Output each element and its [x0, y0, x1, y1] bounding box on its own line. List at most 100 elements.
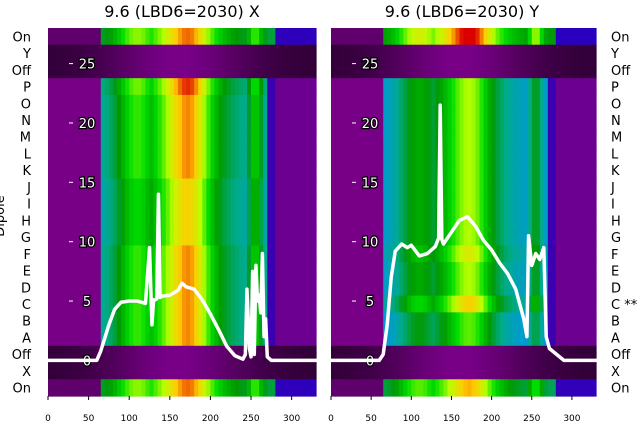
heatmap-cell [129, 178, 134, 196]
heatmap-cell [495, 111, 501, 129]
heatmap-cell [137, 44, 142, 63]
heatmap-cell [531, 212, 537, 230]
heatmap-cell [463, 195, 469, 213]
heatmap-cell [238, 178, 244, 196]
heatmap-cell [383, 111, 388, 129]
heatmap-cell [226, 379, 232, 397]
heatmap-cell [339, 94, 344, 113]
heatmap-cell [531, 61, 537, 79]
heatmap-cell [587, 228, 593, 247]
heatmap-cell [447, 345, 453, 364]
heatmap-cell [347, 245, 352, 263]
heatmap-cell [117, 312, 122, 330]
heatmap-cell [303, 379, 309, 397]
heatmap-cell [519, 128, 525, 146]
heatmap-cell [503, 295, 509, 313]
heatmap-cell [363, 178, 368, 196]
heatmap-cell [587, 161, 593, 180]
heatmap-cell [403, 128, 408, 146]
heatmap-cell [271, 78, 276, 96]
heatmap-cell [88, 329, 94, 347]
heatmap-cell [222, 195, 228, 213]
heatmap-cell [242, 228, 248, 247]
heatmap-cell [335, 295, 340, 313]
heatmap-cell [539, 78, 545, 96]
heatmap-cell [551, 295, 557, 313]
heatmap-cell [491, 28, 497, 46]
heatmap-cell [527, 44, 533, 63]
heatmap-cell [479, 94, 485, 113]
heatmap-cell [242, 161, 248, 180]
heatmap-cell [255, 228, 260, 247]
heatmap-cell [351, 128, 356, 146]
heatmap-cell [483, 245, 489, 263]
heatmap-cell [547, 111, 553, 129]
heatmap-cell [395, 245, 400, 263]
heatmap-cell [363, 295, 368, 313]
heatmap-cell [555, 78, 561, 96]
heatmap-cell [259, 178, 264, 196]
heatmap-cell [52, 379, 57, 397]
heatmap-cell [133, 61, 138, 79]
heatmap-cell [72, 262, 78, 280]
heatmap-cell [587, 262, 593, 280]
heatmap-cell [563, 362, 569, 380]
x-tick-label: 250 [523, 414, 540, 424]
heatmap-cell [194, 362, 199, 380]
heatmap-cell [121, 78, 126, 96]
heatmap-cell [291, 362, 297, 380]
heatmap-cell [311, 345, 317, 364]
heatmap-cell [443, 94, 449, 113]
y-axis-label: Dipole [0, 195, 8, 236]
heatmap-cell [80, 94, 86, 113]
heatmap-cell [495, 28, 501, 46]
heatmap-cell [355, 379, 360, 397]
heatmap-cell [255, 111, 260, 129]
heatmap-cell [186, 362, 191, 380]
chart-title-x: 9.6 (LBD6=2030) X [104, 2, 260, 21]
heatmap-cell [48, 345, 53, 364]
heatmap-cell [355, 128, 360, 146]
heatmap-cell [169, 362, 175, 380]
heatmap-cell [311, 94, 317, 113]
heatmap-cell [218, 278, 224, 297]
heatmap-cell [125, 262, 130, 280]
heatmap-cell [267, 145, 272, 163]
heatmap-cell [263, 78, 268, 96]
heatmap-cell [80, 28, 86, 46]
heatmap-cell [583, 178, 589, 196]
heatmap-cell [543, 111, 549, 129]
heatmap-cell [343, 178, 348, 196]
heatmap-cell [411, 128, 416, 146]
heatmap-cell [190, 312, 195, 330]
heatmap-cell [387, 345, 392, 364]
heatmap-cell [359, 212, 364, 230]
heatmap-cell [145, 78, 151, 96]
heatmap-cell [567, 262, 573, 280]
heatmap-cell [367, 228, 372, 247]
y-tick-label: 5 [83, 295, 91, 310]
heatmap-cell [411, 212, 416, 230]
heatmap-cell [539, 111, 545, 129]
heatmap-cell [495, 61, 501, 79]
heatmap-cell [112, 345, 118, 364]
heatmap-cell [539, 379, 545, 397]
heatmap-cell [387, 195, 392, 213]
heatmap-cell [379, 312, 384, 330]
heatmap-cell [182, 312, 187, 330]
heatmap-cell [76, 94, 82, 113]
heatmap-cell [575, 61, 581, 79]
heatmap-cell [507, 161, 513, 180]
heatmap-cell [527, 161, 533, 180]
heatmap-cell [112, 128, 118, 146]
heatmap-cell [367, 94, 372, 113]
heatmap-cell [359, 128, 364, 146]
heatmap-cell [363, 245, 368, 263]
heatmap-cell [347, 145, 352, 163]
heatmap-cell [463, 262, 469, 280]
heatmap-cell [539, 94, 545, 113]
heatmap-cell [479, 329, 485, 347]
heatmap-cell [339, 345, 344, 364]
row-label: F [24, 248, 31, 263]
